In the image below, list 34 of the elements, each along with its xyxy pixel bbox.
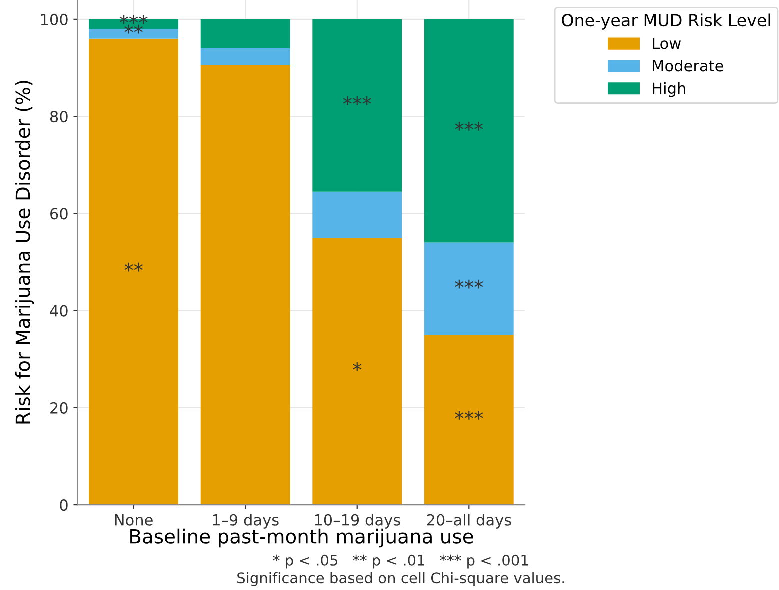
legend-label: Low [653,38,681,50]
x-tick-label: None [115,514,153,526]
y-tick-label: 100 [41,14,68,26]
text: * p < .05 ** p < .01 *** p < .001 [273,554,528,569]
y-tick-label: 80 [50,111,68,123]
data-label: *** [455,410,484,420]
data-label: * [353,362,362,372]
bar [89,38,179,506]
legend-title: One-year MUD Risk Level [562,14,770,30]
data-label: *** [455,122,484,131]
y-tick-label: 0 [60,500,68,512]
data-label: *** [455,280,484,289]
x-tick-label: 20–all days [427,514,512,529]
bar [312,238,402,506]
legend-label: Moderate [653,60,724,72]
y-tick-label: 60 [50,208,68,220]
bar [200,19,290,49]
x-axis-title: Baseline past-month marijuana use [130,528,474,548]
y-tick-label: 20 [50,402,68,414]
bar [424,335,514,506]
data-label: ** [124,262,143,272]
bar [200,48,290,66]
bar [312,19,402,192]
bar [424,242,514,336]
y-tick-label: 40 [50,305,68,317]
x-tick-label: 1–9 days [213,514,279,529]
legend-label: High [653,82,686,98]
y-axis-title: Risk for Marijuana Use Disorder (%) [15,81,34,424]
bar [312,192,402,238]
bar [424,19,514,243]
x-tick-label: 10–19 days [315,514,400,529]
data-label: *** [343,96,372,106]
text: Significance based on cell Chi-square values. [238,572,564,586]
bar [200,66,290,506]
